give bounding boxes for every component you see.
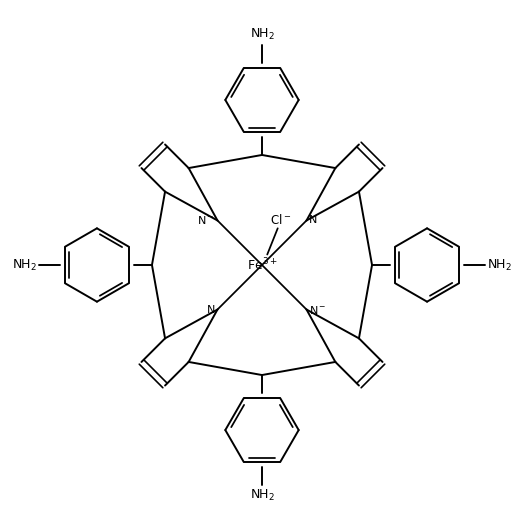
Text: NH$_2$: NH$_2$	[249, 27, 275, 42]
Text: NH$_2$: NH$_2$	[12, 258, 37, 272]
Text: Cl$^-$: Cl$^-$	[270, 214, 291, 227]
Text: N: N	[309, 216, 318, 225]
Text: N: N	[206, 305, 215, 314]
Text: Fe$^{3+}$: Fe$^{3+}$	[247, 257, 277, 273]
Text: N$^-$: N$^-$	[197, 215, 215, 226]
Text: NH$_2$: NH$_2$	[487, 258, 512, 272]
Text: N$^-$: N$^-$	[309, 304, 327, 315]
Text: NH$_2$: NH$_2$	[249, 488, 275, 503]
